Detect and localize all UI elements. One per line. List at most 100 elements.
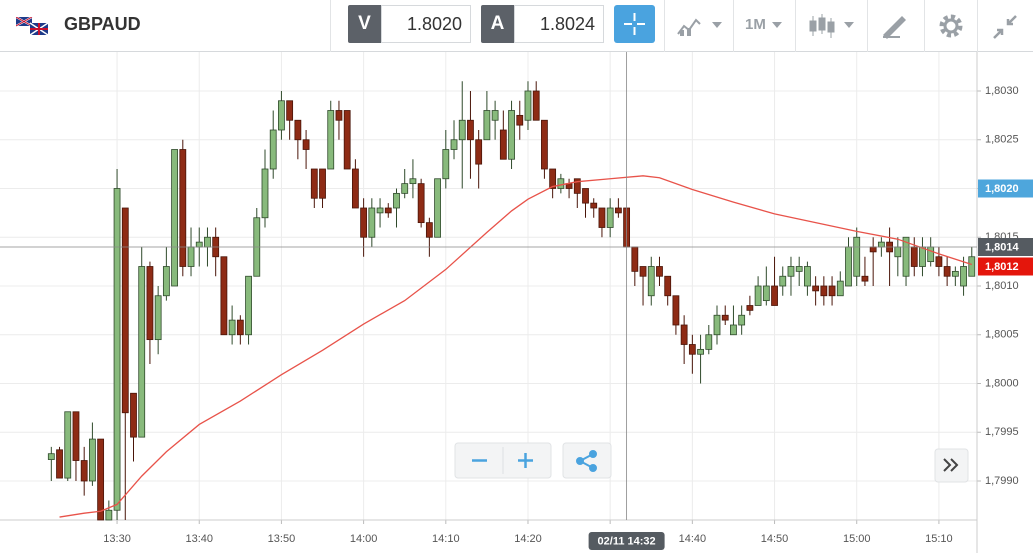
x-tick-label: 14:50	[761, 533, 789, 545]
candle-body	[72, 411, 80, 461]
candle-body	[384, 207, 392, 214]
candle-body	[919, 246, 926, 267]
candle-body	[902, 236, 910, 277]
candle-body	[532, 90, 540, 121]
candle-body	[688, 344, 696, 355]
candle-body	[154, 295, 162, 341]
y-tick-label: 1,8000	[985, 377, 1019, 389]
ask-label[interactable]: A	[481, 5, 514, 43]
candle-body	[820, 285, 828, 297]
candle-body	[425, 222, 433, 238]
candle-body	[179, 149, 187, 267]
drawing-button[interactable]	[880, 13, 910, 39]
x-tick-label: 15:00	[843, 533, 871, 545]
candle-body	[524, 90, 532, 121]
candle-body	[351, 168, 359, 209]
price-tag-box	[978, 179, 1033, 198]
candle-body	[656, 266, 663, 277]
candle-body	[614, 207, 622, 214]
symbol: GBPAUD	[64, 14, 141, 34]
candle-body	[220, 256, 228, 336]
candle-body	[335, 110, 343, 121]
divider	[924, 0, 925, 52]
candle-body	[393, 192, 400, 209]
candle-body	[721, 314, 729, 321]
candle-body	[319, 168, 326, 199]
candle-body	[951, 270, 959, 277]
candle-body	[195, 241, 203, 248]
candle-body	[475, 139, 483, 165]
crosshair-price-label: 1,8014	[985, 241, 1020, 253]
candle-body	[960, 266, 967, 287]
ask-price[interactable]: 1.8024	[514, 5, 604, 43]
candle-body	[417, 183, 425, 224]
candle-body	[47, 453, 55, 460]
candle-body	[458, 119, 466, 141]
y-tick-label: 1,8005	[985, 329, 1019, 341]
candle-body	[639, 266, 647, 277]
candle-body	[236, 319, 244, 336]
candle-body	[713, 314, 721, 336]
y-tick-label: 1,8025	[985, 134, 1019, 146]
candle-body	[697, 348, 704, 355]
candle-body	[557, 178, 565, 189]
candle-body	[590, 202, 598, 209]
candle-body	[836, 280, 844, 297]
candle-body	[606, 207, 614, 228]
chart-type-button[interactable]	[676, 14, 726, 38]
candle-body	[89, 438, 96, 482]
candle-body	[762, 285, 770, 302]
crosshair-time-box	[588, 532, 665, 550]
divider	[795, 0, 796, 52]
candle-body	[787, 266, 795, 277]
price-tag-box	[978, 257, 1033, 276]
candle-body	[598, 207, 606, 228]
x-tick-label: 13:50	[268, 533, 296, 545]
timeframe[interactable]: 1M	[745, 16, 766, 33]
crosshair-time-label: 02/11 14:32	[598, 535, 656, 547]
candle-body	[146, 266, 154, 341]
candle-body	[187, 246, 195, 267]
bid-label[interactable]: V	[348, 5, 381, 43]
candle-body	[508, 110, 515, 160]
candle-body	[845, 246, 852, 287]
x-tick-label: 13:40	[185, 533, 213, 545]
candle-body	[853, 236, 861, 277]
candle-body	[779, 275, 787, 287]
candle-body	[171, 149, 178, 287]
divider	[977, 0, 978, 52]
candle-body	[549, 168, 557, 189]
candle-body	[935, 256, 943, 267]
candle-body	[310, 168, 318, 199]
moving-average-line	[59, 175, 972, 518]
scroll-right-button[interactable]	[934, 448, 969, 483]
candle-body	[409, 178, 417, 185]
dropdown-arrow	[772, 22, 782, 28]
candle-body	[97, 438, 105, 521]
candle-body	[910, 246, 918, 267]
y-tick-label: 1,7995	[985, 426, 1019, 438]
candle-type-button[interactable]	[808, 12, 858, 40]
bid-price[interactable]: 1.8020	[381, 5, 471, 43]
candle-body	[80, 460, 88, 482]
x-tick-label: 14:00	[350, 533, 378, 545]
y-tick-label: 1,8010	[985, 280, 1019, 292]
candle-body	[861, 275, 869, 282]
candle-body	[771, 285, 778, 306]
settings-button[interactable]	[937, 12, 965, 40]
candle-body	[121, 207, 129, 414]
crosshair-button[interactable]	[614, 5, 655, 43]
collapse-button[interactable]	[991, 13, 1019, 41]
candle-body	[401, 183, 409, 194]
candle-body	[376, 207, 384, 214]
candle-body	[467, 119, 474, 141]
candle-body	[228, 319, 236, 336]
zoom-in-button[interactable]	[518, 453, 533, 468]
candle-body	[442, 149, 450, 180]
share-button[interactable]	[562, 442, 612, 479]
candle-body	[877, 241, 885, 248]
candle-body	[434, 178, 441, 238]
candle-body	[138, 266, 146, 438]
toolbar: GBPAUD V 1.8020 A 1.8024 1M	[0, 0, 1033, 52]
